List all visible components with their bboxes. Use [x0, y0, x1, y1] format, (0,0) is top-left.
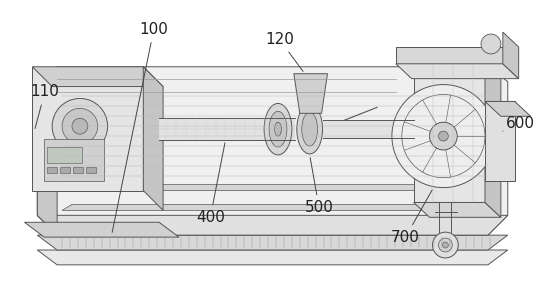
Polygon shape	[62, 205, 496, 210]
Circle shape	[392, 85, 495, 188]
Text: 500: 500	[305, 158, 334, 215]
Polygon shape	[37, 235, 508, 250]
Ellipse shape	[264, 103, 292, 155]
Ellipse shape	[269, 111, 287, 147]
Ellipse shape	[302, 112, 317, 146]
Polygon shape	[143, 67, 163, 210]
Bar	[44, 139, 104, 181]
Bar	[60, 167, 70, 173]
Circle shape	[72, 118, 88, 134]
Polygon shape	[32, 67, 163, 86]
Circle shape	[52, 98, 107, 154]
Ellipse shape	[297, 104, 322, 154]
Circle shape	[433, 232, 458, 258]
Text: 700: 700	[391, 190, 432, 245]
Ellipse shape	[275, 122, 281, 136]
Text: 400: 400	[196, 143, 225, 225]
Polygon shape	[294, 74, 327, 113]
Bar	[73, 167, 83, 173]
Text: 600: 600	[503, 116, 535, 131]
Polygon shape	[24, 222, 179, 237]
Polygon shape	[485, 64, 501, 217]
Bar	[47, 167, 57, 173]
Text: 100: 100	[112, 22, 168, 233]
Polygon shape	[37, 215, 508, 235]
Bar	[322, 120, 414, 138]
Bar	[159, 118, 295, 140]
Polygon shape	[37, 250, 508, 265]
Circle shape	[443, 242, 448, 248]
Bar	[86, 167, 96, 173]
Circle shape	[62, 108, 98, 144]
Circle shape	[438, 131, 448, 141]
Circle shape	[438, 238, 452, 252]
Polygon shape	[414, 64, 485, 203]
Polygon shape	[396, 47, 503, 64]
Polygon shape	[503, 32, 519, 79]
Bar	[485, 102, 515, 181]
Circle shape	[481, 34, 501, 54]
Polygon shape	[414, 203, 501, 217]
Polygon shape	[396, 64, 519, 79]
Bar	[47, 147, 82, 163]
Text: 110: 110	[30, 84, 59, 128]
Text: 120: 120	[265, 32, 303, 72]
Polygon shape	[37, 67, 57, 235]
Polygon shape	[37, 67, 508, 235]
Polygon shape	[62, 184, 496, 191]
Polygon shape	[485, 102, 531, 116]
Bar	[32, 67, 143, 191]
Circle shape	[429, 122, 457, 150]
